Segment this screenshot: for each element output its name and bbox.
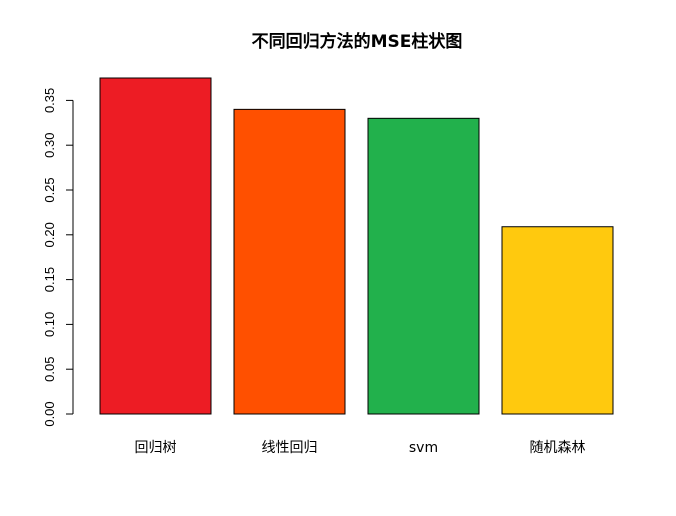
bar xyxy=(501,226,614,415)
x-category-label: svm xyxy=(409,440,438,456)
y-tick-label: 0.10 xyxy=(42,312,57,337)
y-tick-label: 0.00 xyxy=(42,401,57,426)
x-category-label: 线性回归 xyxy=(262,439,318,456)
y-tick-label: 0.25 xyxy=(42,177,57,202)
x-category-label: 回归树 xyxy=(135,439,177,456)
bar xyxy=(367,117,480,415)
bar xyxy=(233,108,346,415)
chart-title: 不同回归方法的MSE柱状图 xyxy=(252,31,463,52)
y-axis: 0.00 0.05 0.10 0.15 0.20 0.25 0.30 0.35 xyxy=(42,88,74,427)
y-tick-label: 0.35 xyxy=(42,88,57,113)
y-tick-label: 0.30 xyxy=(42,133,57,158)
bar xyxy=(99,77,212,415)
x-category-label: 随机森林 xyxy=(530,440,586,456)
y-tick-label: 0.15 xyxy=(42,267,57,292)
y-tick-label: 0.05 xyxy=(42,357,57,382)
category-labels: 回归树 线性回归 svm 随机森林 xyxy=(135,439,586,456)
y-tick-label: 0.20 xyxy=(42,222,57,247)
bars-group xyxy=(99,77,614,415)
